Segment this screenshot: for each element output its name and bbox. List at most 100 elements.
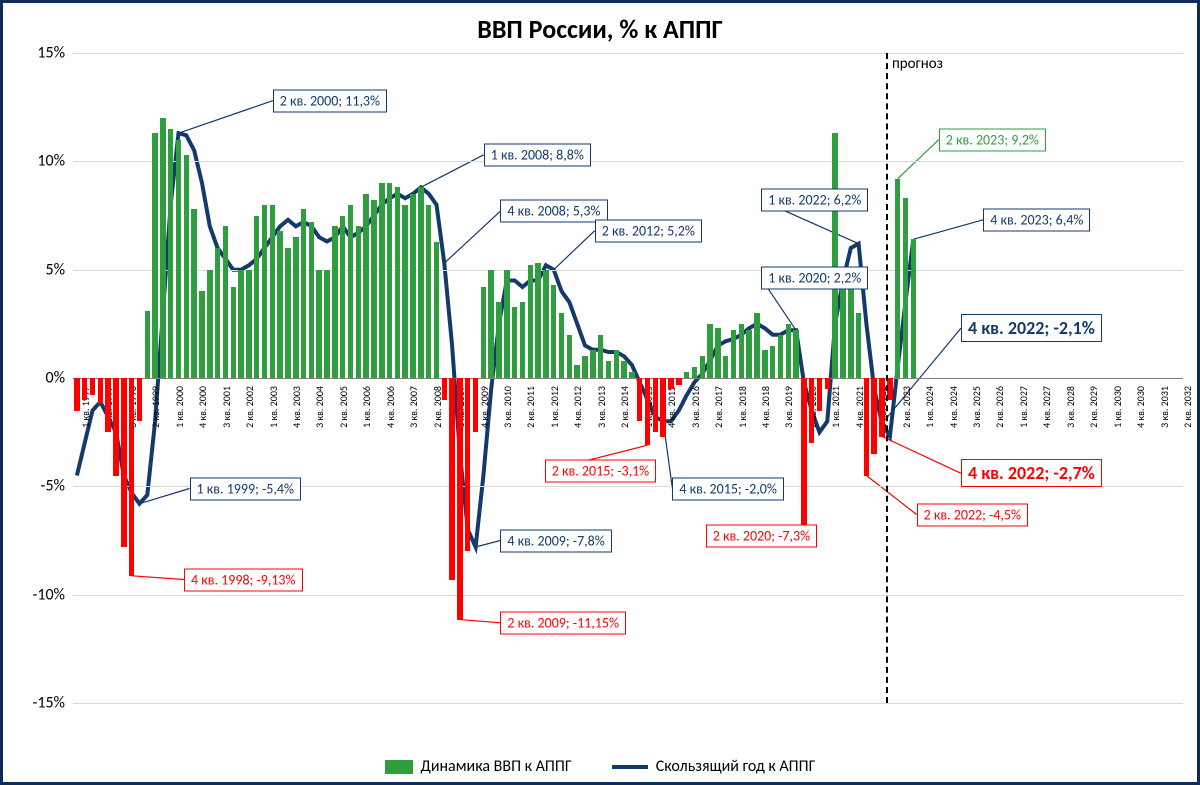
chart-frame: { "title": { "text": "ВВП России, % к АП…	[0, 0, 1200, 785]
bar	[145, 311, 150, 378]
xtick-label: 2 кв. 2005	[337, 386, 350, 428]
callout-label: 4 кв. 2015; -2,0%	[672, 477, 783, 500]
bar	[379, 183, 384, 378]
bar	[832, 133, 837, 378]
bar	[903, 198, 908, 378]
callout-label: 4 кв. 2022; -2,7%	[961, 459, 1102, 487]
legend-item: Динамика ВВП к АППГ	[385, 757, 572, 776]
bar	[567, 335, 572, 378]
bar	[348, 205, 353, 378]
callout-label: 2 кв. 2020; -7,3%	[706, 525, 817, 548]
bar	[301, 209, 306, 378]
bar	[113, 378, 118, 476]
xtick-label: 3 кв. 2004	[313, 386, 326, 428]
xtick-label: 1 кв. 2003	[267, 386, 280, 428]
callout-leader	[882, 437, 961, 474]
bar	[637, 378, 642, 421]
xtick-label: 2 кв. 2029	[1087, 386, 1100, 428]
bar	[692, 367, 697, 378]
ytick-label: -5%	[41, 477, 73, 496]
callout-leader	[444, 211, 500, 263]
bar	[121, 378, 126, 547]
bar	[184, 155, 189, 378]
xtick-label: 4 кв. 2027	[1040, 386, 1053, 428]
xtick-label: 4 кв. 2030	[1134, 386, 1147, 428]
bar	[98, 378, 103, 404]
bar	[707, 324, 712, 378]
xtick-label: 4 кв. 2012	[571, 386, 584, 428]
forecast-label: прогноз	[892, 55, 943, 73]
ytick-label: -10%	[32, 585, 73, 604]
bar	[512, 307, 517, 379]
callout-label: 2 кв. 2023; 9,2%	[939, 128, 1046, 151]
xtick-label: 1 кв. 2018	[736, 386, 749, 428]
bar	[723, 356, 728, 378]
bar	[152, 133, 157, 378]
xtick-label: 4 кв. 2003	[290, 386, 303, 428]
xtick-label: 2 кв. 2023	[900, 386, 913, 428]
xtick-label: 4 кв. 2009	[478, 386, 491, 428]
callout-label: 4 кв. 2009; -7,8%	[500, 529, 611, 552]
bar	[786, 324, 791, 378]
xtick-label: 3 кв. 2031	[1158, 386, 1171, 428]
bar	[598, 335, 603, 378]
callout-label: 2 кв. 2012; 5,2%	[595, 219, 702, 242]
bar	[871, 378, 876, 454]
xtick-label: 1 кв. 2000	[173, 386, 186, 428]
bar	[684, 372, 689, 379]
bar	[864, 378, 869, 476]
xtick-label: 2 кв. 2026	[993, 386, 1006, 428]
bar	[395, 187, 400, 378]
bar	[817, 378, 822, 411]
bar	[176, 140, 181, 378]
callout-label: 1 кв. 2022; 6,2%	[761, 189, 868, 212]
bar	[168, 129, 173, 378]
xtick-label: 2 кв. 1999	[149, 386, 162, 428]
bar	[895, 179, 900, 378]
xtick-label: 1 кв. 2027	[1017, 386, 1030, 428]
ytick-label: 15%	[37, 44, 73, 63]
bar	[574, 365, 579, 378]
callout-label: 4 кв. 2022; -2,1%	[961, 314, 1102, 342]
bar	[74, 378, 79, 411]
bar	[621, 361, 626, 378]
bar	[199, 291, 204, 378]
callout-leader	[179, 101, 273, 133]
bar	[285, 248, 290, 378]
xtick-label: 1 кв. 2012	[548, 386, 561, 428]
xtick-label: 2 кв. 2014	[618, 386, 631, 428]
bar	[82, 378, 87, 400]
ytick-label: 0%	[45, 369, 73, 388]
legend: Динамика ВВП к АППГ Скользящий год к АППГ	[3, 757, 1197, 776]
bar	[340, 216, 345, 379]
bar	[207, 270, 212, 378]
bar	[371, 200, 376, 378]
bar	[410, 194, 415, 378]
legend-label: Динамика ВВП к АППГ	[421, 757, 572, 776]
bar	[270, 205, 275, 378]
bar	[746, 330, 751, 378]
bar	[246, 270, 251, 378]
xtick-label: 4 кв. 2015	[665, 386, 678, 428]
bar	[105, 378, 110, 432]
xtick-label: 1 кв. 2021	[829, 386, 842, 428]
callout-leader	[476, 541, 501, 548]
gridline-h	[73, 703, 1183, 704]
bar	[418, 187, 423, 378]
bar	[809, 378, 814, 443]
bar	[223, 226, 228, 378]
xtick-label: 3 кв. 2016	[689, 386, 702, 428]
legend-label: Скользящий год к АППГ	[656, 757, 816, 776]
xtick-label: 3 кв. 2010	[501, 386, 514, 428]
xtick-label: 4 кв. 2024	[947, 386, 960, 428]
bar	[762, 350, 767, 378]
bar	[778, 335, 783, 378]
callout-leader	[421, 155, 484, 187]
xtick-label: 3 кв. 2013	[595, 386, 608, 428]
bar	[254, 216, 259, 379]
xtick-label: 3 кв. 2001	[220, 386, 233, 428]
callout-leader	[460, 620, 500, 623]
gridline-h	[73, 595, 1183, 596]
bar	[676, 378, 681, 385]
bar	[90, 378, 95, 395]
